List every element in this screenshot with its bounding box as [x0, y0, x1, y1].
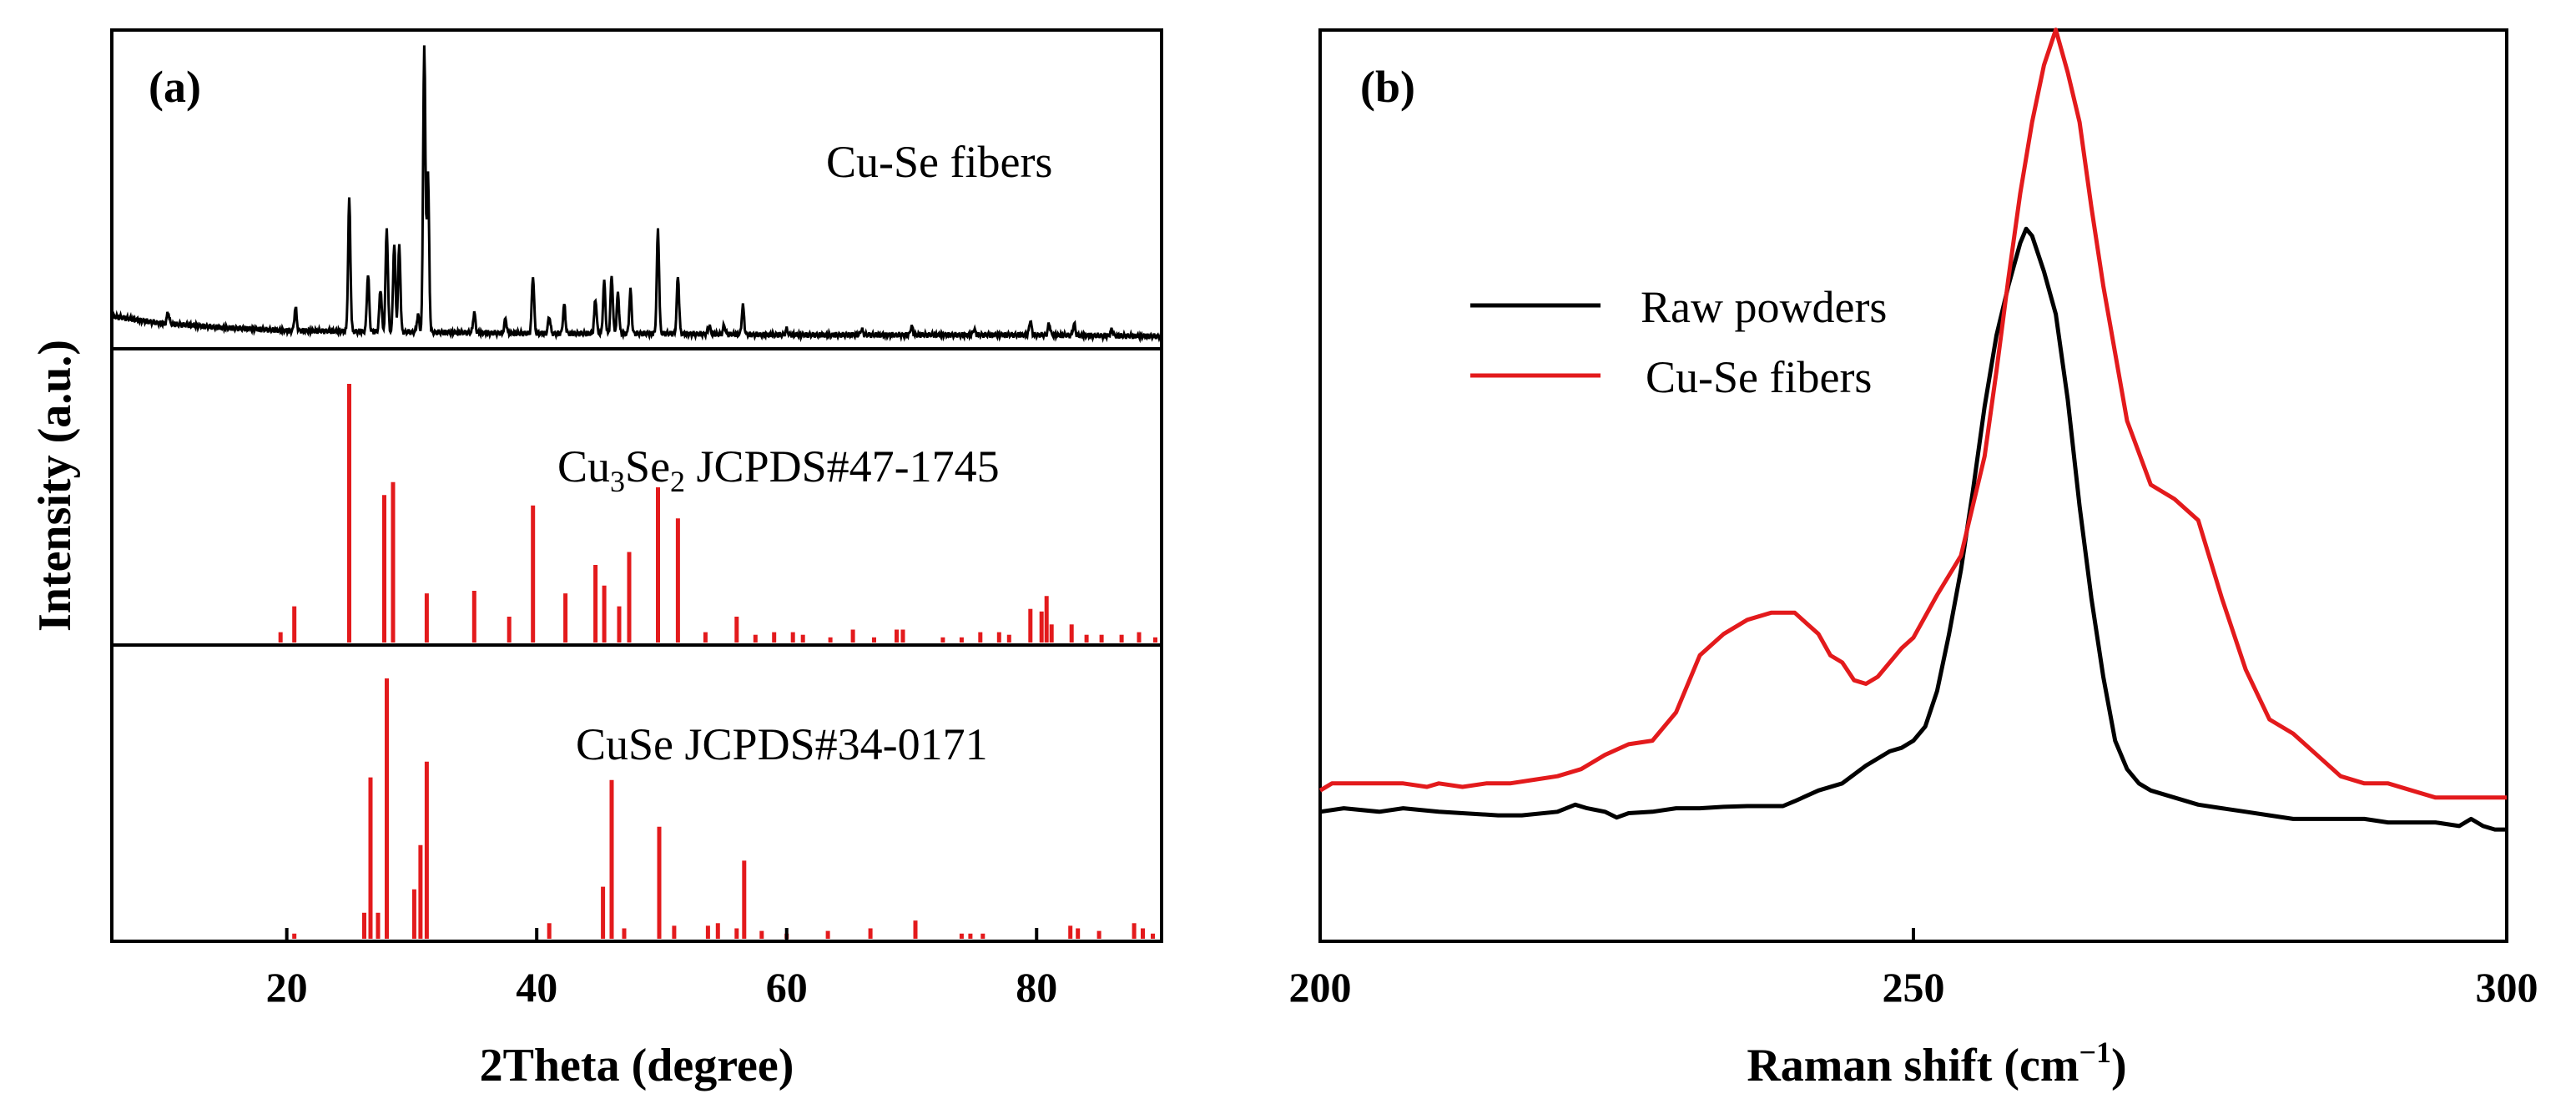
panel-a-xtick-label-20: 20 [266, 964, 308, 1011]
panel-b-x-axis-title-close: ) [2111, 1040, 2127, 1091]
annotation-cu3se2-jcpds: Cu3Se2 JCPDS#47-1745 [557, 441, 1000, 498]
panel-a-x-ticks: 20 40 60 80 [266, 928, 1057, 1011]
raman-series-cu-se-fibers [1318, 28, 2507, 800]
panel-b-raman: 200 250 300 (b) Raw powders Cu-Se fibers R… [1289, 28, 2538, 1091]
panel-a-y-axis-title: Intensity (a.u.) [29, 340, 81, 632]
annotation-cu3se2-sub3: 3 [610, 465, 625, 498]
panel-b-xtick-label-250: 250 [1883, 964, 1945, 1011]
panel-a-xtick-label-60: 60 [766, 964, 808, 1011]
panel-b-xtick-label-200: 200 [1289, 964, 1352, 1011]
legend-label-cu-se-fibers: Cu-Se fibers [1646, 352, 1872, 402]
annotation-cu-se-fibers: Cu-Se fibers [826, 137, 1052, 187]
raman-series-raw-powders [1319, 226, 2507, 832]
panel-a-plot-area [110, 45, 1163, 939]
xrd-pattern-cu-se-fibers [110, 45, 1163, 344]
panel-b-frame [1318, 28, 2508, 943]
panel-b-label: (b) [1360, 62, 1415, 112]
annotation-cu3se2-sub2: 2 [670, 465, 685, 498]
panel-a-xtick-label-80: 80 [1016, 964, 1057, 1011]
annotation-cu3se2-se: Se [625, 441, 670, 491]
panel-b-x-axis-title: Raman shift (cm−1) [1747, 1036, 2126, 1091]
panel-a-frame [110, 28, 1163, 943]
panel-b-plot-area [1318, 28, 2507, 832]
annotation-cu3se2-cu: Cu [557, 441, 610, 491]
legend-label-raw-powders: Raw powders [1641, 282, 1887, 332]
panel-b-x-axis-title-main: Raman shift (cm [1747, 1040, 2079, 1091]
panel-b-xtick-label-300: 300 [2476, 964, 2538, 1011]
panel-a-xrd: 20 40 60 80 (a) Cu-Se fibers Cu3Se2 JCPDS#4… [29, 28, 1163, 1091]
panel-b-legend: Raw powders Cu-Se fibers [1470, 282, 1887, 402]
annotation-cuse-jcpds: CuSe JCPDS#34-0171 [576, 719, 988, 769]
annotation-cu3se2-ref: JCPDS#47-1745 [685, 441, 1000, 491]
panel-b-x-ticks: 200 250 300 [1289, 928, 2538, 1011]
panel-a-xtick-label-40: 40 [516, 964, 557, 1011]
panel-a-x-axis-title: 2Theta (degree) [480, 1040, 794, 1091]
panel-a-label: (a) [149, 62, 201, 112]
panel-b-x-axis-title-sup: −1 [2079, 1036, 2112, 1069]
